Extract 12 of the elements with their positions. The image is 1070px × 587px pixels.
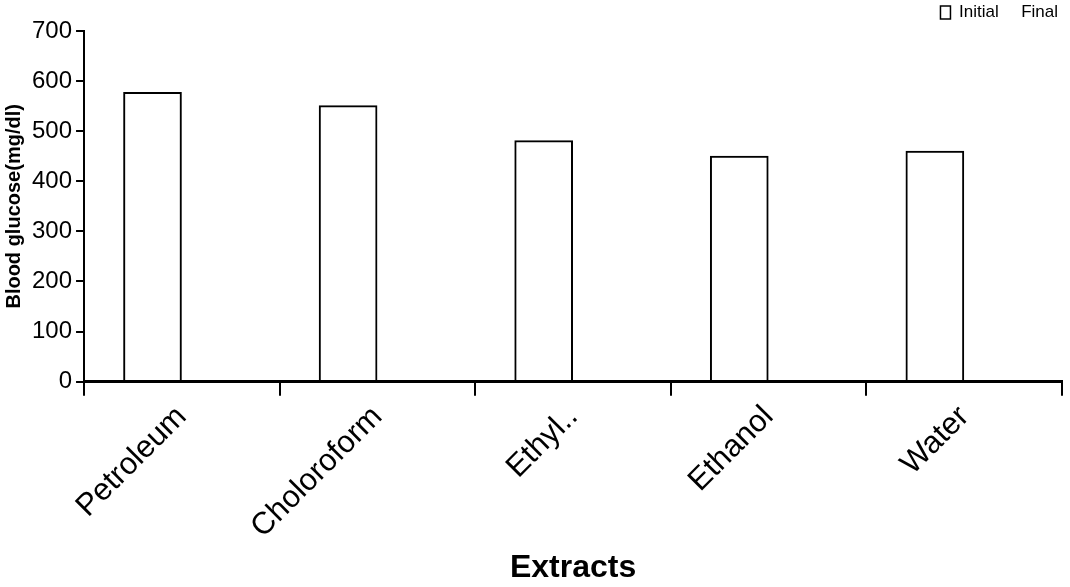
y-tick-label: 600 — [32, 65, 73, 93]
y-axis-title: Blood glucose(mg/dl) — [1, 104, 24, 309]
y-tick-label: 0 — [58, 366, 73, 394]
y-tick-label: 100 — [32, 316, 73, 344]
y-tick-label: 300 — [32, 216, 73, 244]
y-tick-label: 200 — [32, 266, 73, 294]
legend-label: Initial — [958, 2, 999, 22]
y-tick-label: 400 — [32, 165, 73, 193]
text: Final — [1021, 2, 1059, 22]
y-tick-label: 500 — [32, 115, 73, 143]
y-tick-label: 700 — [32, 15, 73, 43]
x-axis-title: Extracts — [509, 547, 637, 584]
